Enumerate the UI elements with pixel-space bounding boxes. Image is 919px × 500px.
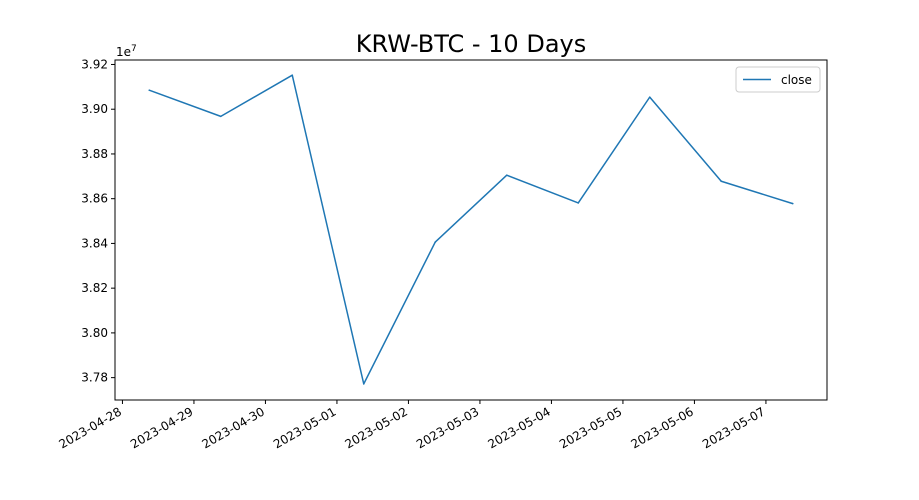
x-tick-label: 2023-05-05 bbox=[557, 404, 624, 451]
x-axis: 2023-04-28 2023-04-29 2023-04-30 2023-05-01… bbox=[57, 400, 767, 451]
y-tick-label: 3.80 bbox=[81, 326, 108, 340]
x-tick-label: 2023-04-30 bbox=[200, 404, 267, 451]
legend-label-close: close bbox=[781, 73, 812, 87]
y-tick-label: 3.86 bbox=[81, 192, 108, 206]
x-tick-label: 2023-04-28 bbox=[57, 404, 124, 451]
data-point bbox=[148, 89, 151, 91]
data-point bbox=[219, 115, 222, 118]
y-axis: 3.78 3.80 3.82 3.84 3.86 3.88 3.90 3.92 bbox=[81, 57, 115, 385]
y-tick-label: 3.82 bbox=[81, 281, 108, 295]
series-line-close bbox=[149, 74, 793, 385]
legend-box bbox=[735, 66, 821, 93]
x-tick-label: 2023-05-06 bbox=[629, 404, 696, 451]
legend: close bbox=[735, 66, 821, 93]
y-axis-offset-exponent: 7 bbox=[131, 44, 137, 54]
y-axis-offset-label: 1e7 bbox=[116, 44, 137, 59]
data-point bbox=[577, 202, 580, 204]
y-tick-label: 3.84 bbox=[81, 236, 108, 250]
data-point bbox=[720, 180, 723, 183]
plot-area bbox=[114, 59, 828, 401]
x-tick-label: 2023-05-03 bbox=[414, 404, 481, 451]
series-layer bbox=[148, 74, 794, 385]
y-tick-label: 3.78 bbox=[81, 371, 108, 385]
data-point bbox=[362, 383, 365, 385]
x-tick-label: 2023-05-07 bbox=[700, 404, 767, 451]
y-tick-label: 3.90 bbox=[81, 102, 108, 116]
data-point bbox=[648, 96, 651, 98]
x-tick-label: 2023-04-29 bbox=[128, 404, 195, 451]
data-point bbox=[291, 74, 294, 77]
x-tick-label: 2023-05-01 bbox=[271, 404, 338, 451]
data-point bbox=[791, 202, 794, 205]
data-point bbox=[505, 174, 508, 176]
x-tick-label: 2023-05-04 bbox=[486, 404, 553, 451]
y-tick-label: 3.88 bbox=[81, 147, 108, 161]
data-point bbox=[434, 241, 437, 243]
x-tick-label: 2023-05-02 bbox=[343, 404, 410, 451]
y-tick-label: 3.92 bbox=[81, 57, 108, 71]
chart-title: KRW-BTC - 10 Days bbox=[356, 30, 586, 58]
